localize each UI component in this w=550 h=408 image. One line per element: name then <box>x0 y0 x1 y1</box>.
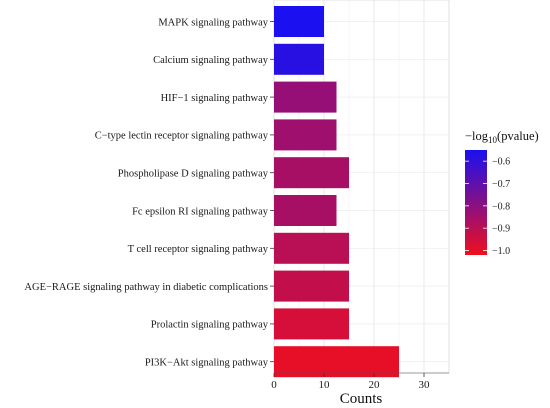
legend-ticks: −0.6 −0.7 −0.8 −0.9 −1.0 <box>465 157 510 257</box>
x-axis-ticks: 0 10 20 30 <box>271 372 449 391</box>
bar <box>274 6 324 37</box>
legend-tick-label: −0.6 <box>492 157 510 168</box>
bar <box>274 308 349 340</box>
category-label: C−type lectin receptor signaling pathway <box>95 131 269 142</box>
x-axis-title: Counts <box>340 391 383 407</box>
legend: −log10(pvalue) −0.6 −0.7 −0.8 −0.9 −1.0 <box>465 129 539 257</box>
x-tick-label: 0 <box>271 379 277 391</box>
bar <box>274 195 337 226</box>
bar <box>274 43 324 75</box>
bar <box>274 270 349 302</box>
legend-title: −log10(pvalue) <box>465 129 539 145</box>
legend-title-sub: 10 <box>488 135 498 145</box>
legend-title-prefix: −log <box>465 129 489 143</box>
bar <box>274 119 337 151</box>
legend-tick-label: −0.8 <box>492 201 510 212</box>
category-label: PI3K−Akt signaling pathway <box>145 358 269 369</box>
legend-title-suffix: (pvalue) <box>497 129 539 143</box>
legend-tick-label: −1.0 <box>492 246 510 257</box>
legend-colorbar <box>465 150 487 255</box>
legend-tick-label: −0.7 <box>492 179 510 190</box>
bar <box>274 81 337 113</box>
y-axis-labels: MAPK signaling pathway Calcium signaling … <box>24 17 274 369</box>
x-tick-label: 30 <box>419 379 431 391</box>
category-label: Prolactin signaling pathway <box>151 320 269 331</box>
category-label: Fc epsilon RI signaling pathway <box>132 206 269 217</box>
category-label: Calcium signaling pathway <box>153 55 269 66</box>
category-label: AGE−RAGE signaling pathway in diabetic c… <box>24 282 268 293</box>
x-tick-label: 10 <box>319 379 331 391</box>
bars <box>274 6 399 378</box>
legend-tick-label: −0.9 <box>492 224 510 235</box>
x-tick-label: 20 <box>369 379 381 391</box>
bar <box>274 232 349 264</box>
category-label: Phospholipase D signaling pathway <box>118 169 269 180</box>
category-label: MAPK signaling pathway <box>158 17 268 28</box>
bar <box>274 157 349 189</box>
category-label: T cell receptor signaling pathway <box>128 244 269 255</box>
bar <box>274 346 399 378</box>
category-label: HIF−1 signaling pathway <box>161 93 269 104</box>
